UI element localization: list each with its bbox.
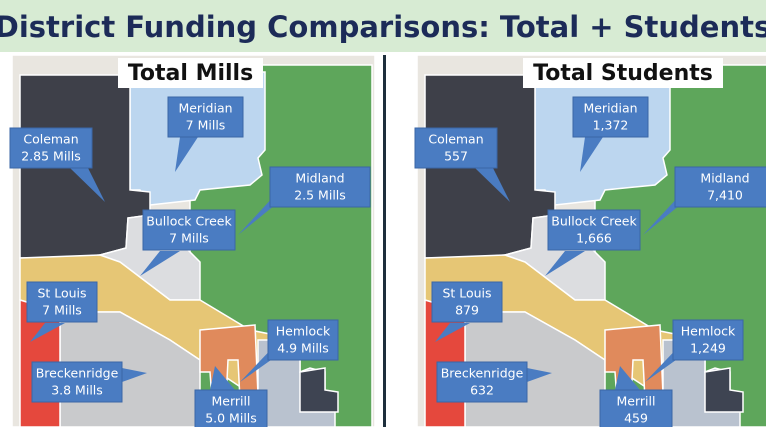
callout-box (414, 127, 498, 169)
callout: Coleman 557 (414, 127, 510, 202)
callout: Breckenridge 3.8 Mills (31, 361, 147, 403)
callout-pointer (210, 366, 235, 390)
district-name: Meridian (583, 101, 637, 116)
district-value: 3.8 Mills (51, 383, 103, 398)
district-value: 2.85 Mills (21, 149, 81, 164)
district-name: Breckenridge (36, 366, 119, 381)
callout-pointer (435, 323, 470, 342)
district-value: 1,249 (690, 341, 726, 356)
map-panel: Total Students Meridian 1,372 Coleman 557 Mid… (414, 55, 766, 427)
district-name: Midland (700, 171, 749, 186)
map-panel: Total Mills Meridian 7 Mills Coleman 2.85 Mi… (9, 55, 376, 427)
panel-title: Total Mills (128, 61, 253, 86)
district-value: 7 Mills (169, 231, 209, 246)
district-value: 2.5 Mills (294, 188, 346, 203)
district-value: 459 (624, 411, 648, 426)
district-value: 7 Mills (186, 118, 226, 133)
district-name: Bullock Creek (146, 214, 232, 229)
callout-pointer (527, 368, 552, 382)
district-value: 7,410 (707, 188, 743, 203)
callout-box (194, 389, 268, 427)
callout: Midland 2.5 Mills (238, 166, 371, 235)
callout-pointer (122, 368, 147, 382)
hemlock-dark-region (704, 367, 744, 413)
callout-box (572, 96, 649, 138)
callout-box (547, 209, 641, 251)
callout-pointer (475, 168, 510, 202)
callout: Bullock Creek 7 Mills (140, 209, 236, 276)
callout-pointer (643, 195, 680, 235)
district-name: Breckenridge (441, 366, 524, 381)
callout-box (269, 166, 371, 208)
district-value: 1,372 (593, 118, 629, 133)
callout-box (9, 127, 93, 169)
callout-pointer (545, 251, 585, 276)
callout-box (674, 166, 766, 208)
district-name: Coleman (23, 132, 78, 147)
title-band (0, 0, 766, 52)
callout-box (431, 281, 503, 323)
district-value: 557 (444, 149, 468, 164)
district-name: Midland (295, 171, 344, 186)
callout: Breckenridge 632 (436, 361, 552, 403)
district-name: Coleman (428, 132, 483, 147)
callout: Hemlock 1,249 (645, 319, 744, 382)
district-value: 1,666 (576, 231, 612, 246)
callout-pointer (30, 323, 65, 342)
district-name: Merrill (617, 394, 656, 409)
callout: Meridian 1,372 (572, 96, 649, 172)
callout-box (599, 389, 673, 427)
panel-title: Total Students (533, 61, 713, 86)
callout-box (267, 319, 339, 361)
callout-box (436, 361, 528, 403)
callout: Meridian 7 Mills (167, 96, 244, 172)
divider (383, 55, 386, 427)
callout-box (167, 96, 244, 138)
callout-box (142, 209, 236, 251)
meridian-region (534, 71, 671, 206)
callout-pointer (140, 251, 180, 276)
district-value: 632 (470, 383, 494, 398)
district-name: Merrill (212, 394, 251, 409)
callout-box (672, 319, 744, 361)
callout: Coleman 2.85 Mills (9, 127, 105, 202)
callout-box (26, 281, 98, 323)
callout: Merrill 5.0 Mills (194, 366, 268, 427)
meridian-region (129, 71, 266, 206)
page-title: District Funding Comparisons: Total + St… (0, 10, 766, 44)
panel-title-box (523, 58, 723, 88)
district-name: Hemlock (276, 324, 331, 339)
callout: Midland 7,410 (643, 166, 766, 235)
callout: St Louis 7 Mills (26, 281, 98, 342)
callout-pointer (580, 137, 603, 172)
callout: Bullock Creek 1,666 (545, 209, 641, 276)
district-value: 7 Mills (42, 303, 82, 318)
callout-pointer (238, 195, 275, 235)
callout-pointer (615, 366, 640, 390)
district-name: Meridian (178, 101, 232, 116)
hemlock-dark-region (299, 367, 339, 413)
district-value: 879 (455, 303, 479, 318)
district-name: St Louis (442, 286, 491, 301)
callout: St Louis 879 (431, 281, 503, 342)
district-name: Bullock Creek (551, 214, 637, 229)
callout: Hemlock 4.9 Mills (240, 319, 339, 382)
callout-pointer (70, 168, 105, 202)
callout: Merrill 459 (599, 366, 673, 427)
district-value: 5.0 Mills (205, 411, 257, 426)
callout-box (31, 361, 123, 403)
district-name: St Louis (37, 286, 86, 301)
panel-title-box (118, 58, 263, 88)
district-value: 4.9 Mills (277, 341, 329, 356)
callout-pointer (175, 137, 198, 172)
district-name: Hemlock (681, 324, 736, 339)
